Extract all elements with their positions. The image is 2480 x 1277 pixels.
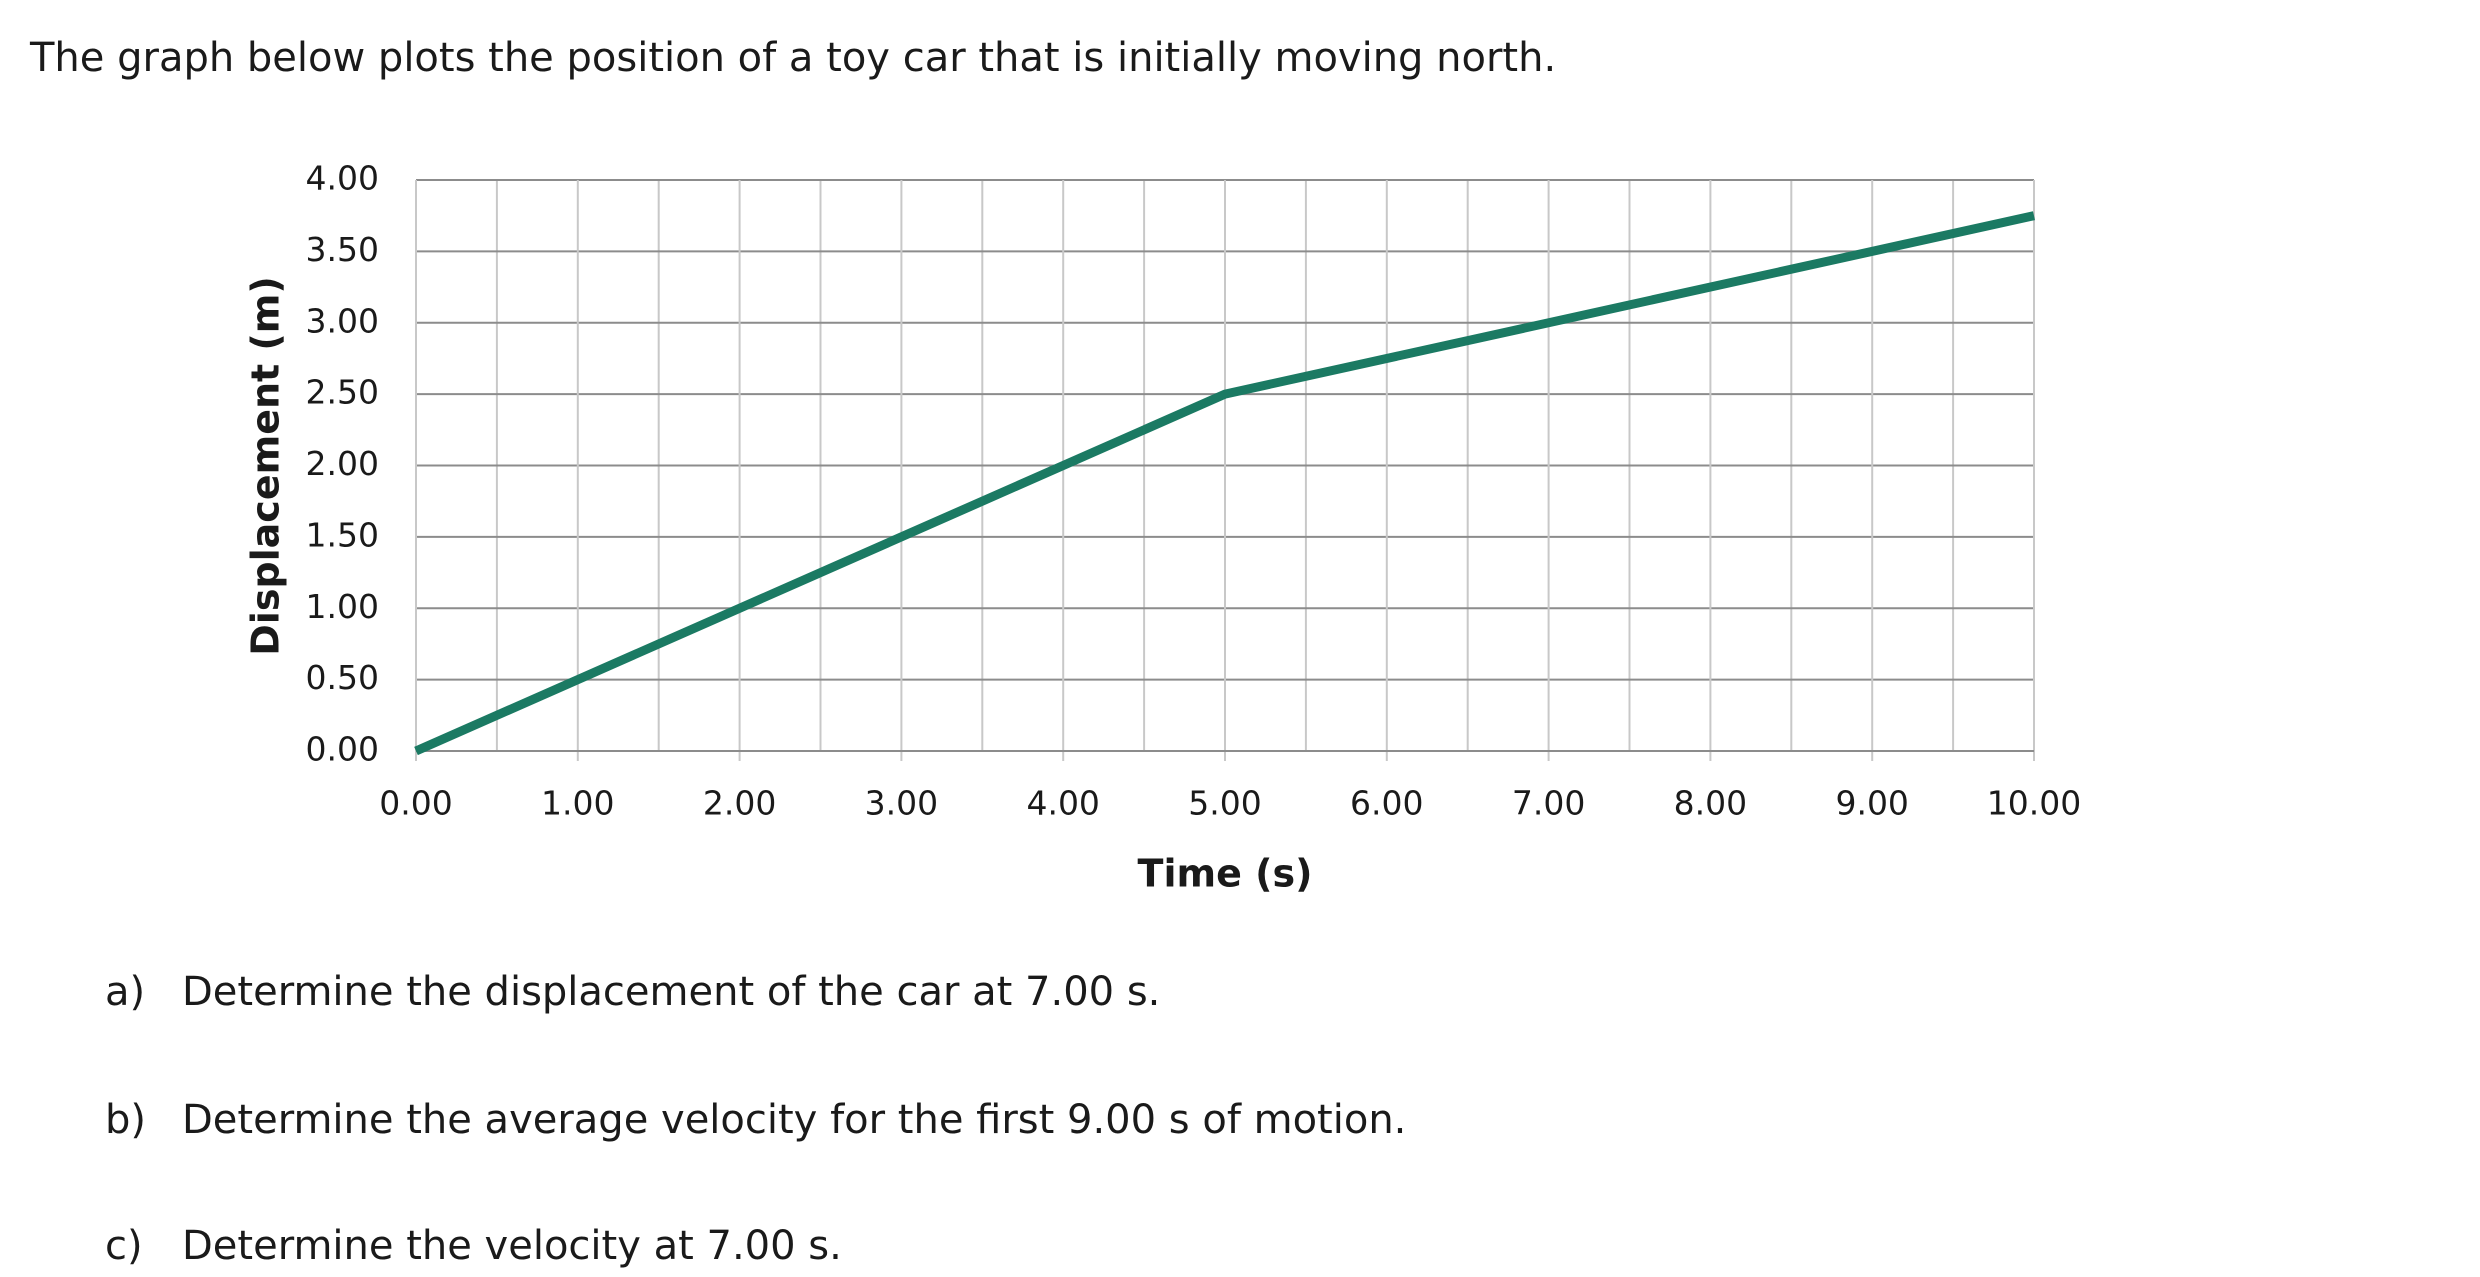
x-tick-label: 1.00 <box>541 784 614 823</box>
x-tick-label: 5.00 <box>1188 784 1261 823</box>
x-tick-label: 0.00 <box>379 784 452 823</box>
x-tick-label: 2.00 <box>703 784 776 823</box>
y-tick-label: 0.00 <box>306 730 379 769</box>
x-tick-label: 9.00 <box>1835 784 1908 823</box>
x-tick-label: 7.00 <box>1512 784 1585 823</box>
question-label: a) <box>105 969 145 1015</box>
x-tick-label: 3.00 <box>865 784 938 823</box>
x-tick-label: 6.00 <box>1350 784 1423 823</box>
x-tick-label: 10.00 <box>1987 784 2081 823</box>
y-tick-label: 1.50 <box>306 515 379 554</box>
y-tick-label: 0.50 <box>306 658 379 697</box>
y-tick-label: 2.50 <box>306 373 379 412</box>
question-text: Determine the displacement of the car at… <box>182 969 1160 1015</box>
y-tick-label: 4.00 <box>306 159 379 198</box>
intro-text: The graph below plots the position of a … <box>29 35 1556 81</box>
y-tick-label: 3.00 <box>306 301 379 340</box>
x-axis-title: Time (s) <box>1138 852 1313 896</box>
y-tick-label: 1.00 <box>306 587 379 626</box>
y-tick-label: 3.50 <box>306 230 379 269</box>
x-tick-label: 8.00 <box>1674 784 1747 823</box>
question-text: Determine the average velocity for the f… <box>182 1097 1406 1143</box>
y-axis-title: Displacement (m) <box>244 276 288 656</box>
question-label: b) <box>105 1097 146 1143</box>
data-line <box>414 211 2035 756</box>
question-label: c) <box>105 1223 143 1269</box>
x-tick-label: 4.00 <box>1026 784 1099 823</box>
y-tick-label: 2.00 <box>306 444 379 483</box>
question-text: Determine the velocity at 7.00 s. <box>182 1223 842 1269</box>
